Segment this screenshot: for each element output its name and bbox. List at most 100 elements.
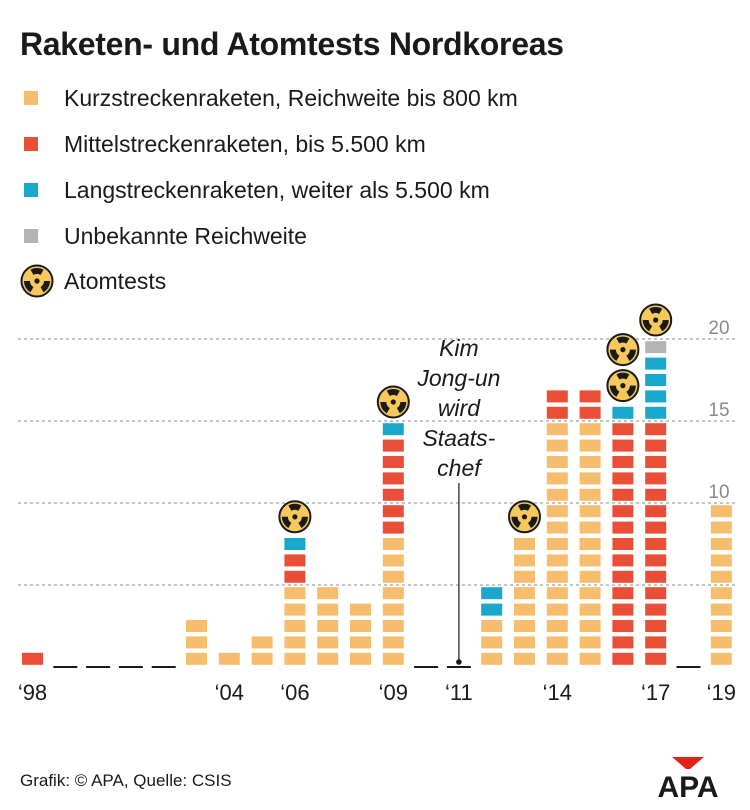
bar-block-short: [546, 587, 568, 600]
annotation-line: Jong-un: [416, 365, 500, 391]
bar-block-short: [514, 538, 535, 550]
bar-block-short: [710, 505, 732, 518]
bar-block-short: [710, 603, 732, 616]
zero-baseline-mark: [414, 666, 439, 668]
bar-block-medium: [382, 472, 404, 485]
bar-block-medium: [645, 570, 667, 583]
bar-block-medium: [645, 603, 667, 616]
bar-block-short: [251, 652, 273, 665]
annotation-dot: [456, 659, 462, 665]
bar-block-medium: [645, 538, 667, 550]
legend-swatch-long: [24, 183, 38, 197]
bar-block-short: [579, 620, 601, 632]
bar-block-medium: [645, 652, 667, 665]
legend-item-nuclear: Atomtests: [20, 261, 166, 301]
bar-block-short: [546, 620, 568, 632]
bar-block-short: [317, 587, 339, 600]
bar-block-short: [710, 636, 732, 649]
bar-block-short: [710, 538, 732, 550]
bar-block-short: [710, 587, 732, 600]
bar-block-medium: [612, 652, 634, 665]
bar-block-short: [579, 488, 601, 501]
y-tick-label: 20: [708, 318, 729, 339]
bar-block-medium: [382, 488, 404, 501]
bar-block-medium: [284, 570, 306, 583]
x-tick-label: ‘11: [445, 680, 473, 705]
zero-baseline-mark: [446, 666, 471, 668]
legend-label-unknown: Unbekannte Reichweite: [64, 222, 307, 249]
bar-block-medium: [612, 439, 634, 452]
legend-label-medium: Mittelstreckenraketen, bis 5.500 km: [64, 130, 426, 157]
zero-baseline-mark: [118, 666, 143, 668]
bar-block-short: [546, 423, 568, 436]
y-tick-label: 15: [708, 400, 729, 421]
y-tick-label: 10: [708, 482, 729, 503]
bar-block-short: [514, 570, 535, 583]
bar-block-medium: [645, 488, 667, 501]
legend-swatch-medium: [24, 137, 38, 151]
bar-block-short: [481, 620, 503, 632]
bar-block-medium: [645, 472, 667, 485]
bar-block-medium: [645, 505, 667, 518]
x-tick-label: ‘19: [707, 680, 736, 705]
legend-swatch-unknown: [24, 229, 38, 243]
bar-block-short: [579, 554, 601, 567]
bar-block-medium: [645, 587, 667, 600]
bar-block-medium: [382, 505, 404, 518]
nuclear-test-icon: [376, 385, 410, 419]
bar-block-short: [186, 652, 207, 665]
nuclear-test-icon: [606, 333, 640, 367]
bar-block-short: [251, 636, 273, 649]
annotation-line: wird: [438, 395, 481, 421]
bar-block-short: [710, 620, 732, 632]
zero-baseline-mark: [86, 666, 111, 668]
bar-block-medium: [645, 423, 667, 436]
legend-item-short: Kurzstreckenraketen, Reichweite bis 800 …: [20, 78, 518, 118]
x-tick-label: ‘17: [641, 680, 670, 705]
bar-block-long: [645, 390, 667, 403]
bar-block-medium: [612, 636, 634, 649]
bar-block-long: [481, 603, 503, 616]
bar-block-short: [514, 636, 535, 649]
bar-block-medium: [612, 603, 634, 616]
bar-block-medium: [579, 406, 601, 419]
bar-block-short: [579, 652, 601, 665]
nuclear-test-icon: [278, 500, 312, 534]
bar-block-short: [546, 538, 568, 550]
bar-block-medium: [579, 390, 601, 403]
bar-block-short: [284, 620, 306, 632]
bar-block-long: [284, 538, 306, 550]
bar-block-short: [710, 554, 732, 567]
x-tick-label: ‘98: [18, 680, 47, 705]
bar-block-short: [579, 538, 601, 550]
bar-block-short: [284, 603, 306, 616]
zero-baseline-mark: [53, 666, 78, 668]
bar-block-medium: [612, 554, 634, 567]
bar-block-short: [546, 554, 568, 567]
footer-source: Grafik: © APA, Quelle: CSIS: [20, 771, 232, 790]
bar-block-short: [579, 439, 601, 452]
nuclear-test-icon: [508, 500, 541, 534]
bar-block-short: [382, 538, 404, 550]
bar-block-short: [350, 636, 371, 649]
nuclear-test-icon: [606, 369, 640, 403]
bar-block-medium: [612, 620, 634, 632]
bar-block-medium: [612, 570, 634, 583]
bar-block-long: [645, 357, 667, 370]
bar-block-medium: [645, 554, 667, 567]
bar-block-medium: [546, 406, 568, 419]
bar-block-short: [546, 570, 568, 583]
bar-block-long: [612, 406, 634, 419]
bar-block-short: [579, 472, 601, 485]
bar-block-short: [514, 652, 535, 665]
bar-block-short: [186, 620, 207, 632]
bar-block-short: [317, 603, 339, 616]
bar-block-long: [645, 374, 667, 386]
bar-block-short: [186, 636, 207, 649]
svg-text:APA: APA: [657, 771, 718, 799]
bar-block-short: [317, 652, 339, 665]
legend-item-unknown: Unbekannte Reichweite: [20, 216, 307, 256]
bar-block-medium: [284, 554, 306, 567]
bar-block-short: [350, 603, 371, 616]
bar-block-short: [382, 652, 404, 665]
